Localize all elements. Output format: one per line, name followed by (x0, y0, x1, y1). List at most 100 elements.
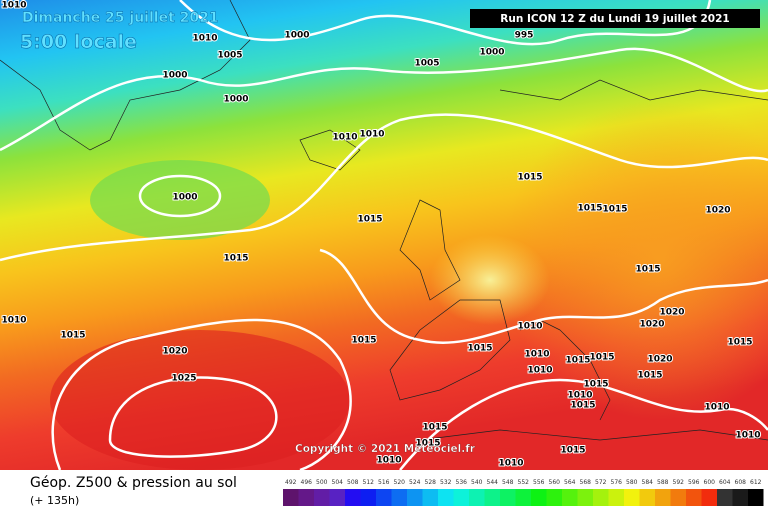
scale-swatch (360, 489, 376, 506)
forecast-date: Dimanche 25 juillet 2021 (22, 10, 219, 26)
scale-label: 608 (735, 479, 747, 486)
isobar-label: 1000 (284, 31, 309, 41)
scale-label: 588 (657, 479, 669, 486)
scale-label: 604 (719, 479, 731, 486)
isobar-label: 1020 (705, 206, 730, 216)
isobar-label: 1010 (192, 34, 217, 44)
isobar-label: 1015 (570, 401, 595, 411)
scale-label: 504 (332, 479, 344, 486)
isobar-label: 1010 (704, 403, 729, 413)
isobar (179, 0, 712, 46)
iberia (389, 299, 511, 401)
isobars (0, 0, 768, 470)
scale-swatch (562, 489, 578, 506)
iceland (299, 129, 361, 171)
isobar-label: 1015 (635, 265, 660, 275)
scale-swatch (593, 489, 609, 506)
scale-label: 600 (704, 479, 716, 486)
scale-swatch (546, 489, 562, 506)
low-area (90, 160, 270, 240)
isobar-label: 995 (515, 31, 534, 41)
scale-label: 520 (394, 479, 406, 486)
isobar (51, 318, 352, 472)
isobar (319, 248, 768, 344)
scale-swatch (314, 489, 330, 506)
isobar-label: 1015 (727, 338, 752, 348)
scale-label: 572 (595, 479, 607, 486)
isobar-label: 1010 (1, 316, 26, 326)
scale-label: 508 (347, 479, 359, 486)
greenland (0, 0, 251, 151)
scale-label: 568 (580, 479, 592, 486)
isobar-label: 1020 (639, 320, 664, 330)
scale-swatch (298, 489, 314, 506)
scale-label: 492 (285, 479, 297, 486)
isobar-label: 1015 (602, 205, 627, 215)
scale-swatch (391, 489, 407, 506)
isobar (138, 174, 222, 218)
ridge (430, 235, 550, 325)
scale-label: 516 (378, 479, 390, 486)
isobar (0, 47, 768, 152)
isobar-label: 1010 (1, 1, 26, 11)
warm-area (500, 100, 768, 420)
isobar (399, 378, 768, 471)
scale-swatch (748, 489, 764, 506)
isobar-label: 1010 (567, 391, 592, 401)
scale-swatch (686, 489, 702, 506)
scale-swatch (639, 489, 655, 506)
scale-label: 528 (425, 479, 437, 486)
isobar-label: 1015 (351, 336, 376, 346)
scale-swatch (577, 489, 593, 506)
scale-label: 576 (611, 479, 623, 486)
scale-label: 544 (487, 479, 499, 486)
forecast-time: 5:00 locale (20, 31, 137, 53)
isobar-label: 1015 (577, 204, 602, 214)
isobar-label: 1015 (560, 446, 585, 456)
scale-swatch (329, 489, 345, 506)
isobar (0, 113, 768, 262)
high-area (50, 330, 350, 470)
isobar-label: 1015 (583, 380, 608, 390)
isobar-label: 1015 (637, 371, 662, 381)
scale-swatch (484, 489, 500, 506)
scale-swatch (453, 489, 469, 506)
scale-label: 496 (301, 479, 313, 486)
isobar-label: 1020 (647, 355, 672, 365)
isobar-label: 1025 (171, 374, 196, 384)
isobar-label: 1000 (223, 95, 248, 105)
isobar-label: 1010 (332, 133, 357, 143)
isobar-label: 1015 (589, 353, 614, 363)
isobar-label: 1010 (527, 366, 552, 376)
scale-swatch (500, 489, 516, 506)
scale-label: 512 (363, 479, 375, 486)
scale-swatch (624, 489, 640, 506)
scale-swatch (422, 489, 438, 506)
isobar-label: 1015 (60, 331, 85, 341)
run-box (470, 9, 760, 28)
isobar-label: 1010 (376, 456, 401, 466)
isobar-label: 1015 (223, 254, 248, 264)
isobar-label: 1015 (415, 439, 440, 449)
scale-label: 564 (564, 479, 576, 486)
scale-swatch (608, 489, 624, 506)
scale-label: 540 (471, 479, 483, 486)
isobar-label: 1010 (735, 431, 760, 441)
scale-label: 556 (533, 479, 545, 486)
british-isles (399, 199, 461, 301)
scale-swatch (655, 489, 671, 506)
scale-label: 584 (642, 479, 654, 486)
scale-swatch (283, 489, 299, 506)
scale-swatch (515, 489, 531, 506)
scale-label: 500 (316, 479, 328, 486)
scale-label: 536 (456, 479, 468, 486)
scale-swatch (345, 489, 361, 506)
coastlines (0, 0, 768, 441)
isobar-label: 1015 (467, 344, 492, 354)
isobar-label: 1015 (357, 215, 382, 225)
north-africa (419, 429, 768, 441)
scale-label: 524 (409, 479, 421, 486)
scale-label: 596 (688, 479, 700, 486)
